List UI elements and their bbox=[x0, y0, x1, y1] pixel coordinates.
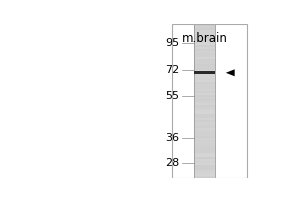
Text: 55: 55 bbox=[165, 91, 179, 101]
Bar bbox=[194, 128, 215, 130]
Bar bbox=[194, 74, 215, 76]
Bar bbox=[194, 45, 215, 47]
Bar bbox=[194, 157, 215, 159]
Bar bbox=[194, 134, 215, 136]
Bar bbox=[194, 151, 215, 153]
Bar bbox=[194, 72, 215, 74]
Bar bbox=[194, 126, 215, 128]
Bar bbox=[194, 147, 215, 149]
Text: 72: 72 bbox=[165, 65, 179, 75]
Text: 28: 28 bbox=[165, 158, 179, 168]
Bar bbox=[194, 168, 215, 170]
Bar bbox=[194, 149, 215, 151]
Text: m.brain: m.brain bbox=[182, 32, 228, 45]
Bar bbox=[194, 114, 215, 116]
Bar bbox=[194, 141, 215, 143]
Bar bbox=[194, 82, 215, 84]
Bar bbox=[194, 95, 215, 97]
Bar bbox=[194, 159, 215, 161]
Bar bbox=[194, 88, 215, 89]
Bar bbox=[194, 55, 215, 57]
Bar bbox=[194, 93, 215, 95]
Bar bbox=[194, 99, 215, 101]
Bar bbox=[194, 66, 215, 68]
Bar bbox=[194, 39, 215, 41]
Bar bbox=[194, 24, 215, 26]
Bar bbox=[194, 89, 215, 91]
Bar bbox=[194, 120, 215, 122]
Bar bbox=[194, 49, 215, 51]
Bar bbox=[194, 136, 215, 138]
Bar bbox=[194, 105, 215, 107]
Bar bbox=[172, 24, 247, 178]
Bar bbox=[194, 53, 215, 55]
Bar bbox=[194, 176, 215, 178]
Bar bbox=[194, 113, 215, 114]
Text: 36: 36 bbox=[165, 133, 179, 143]
Bar bbox=[194, 161, 215, 163]
Bar bbox=[194, 138, 215, 140]
Bar bbox=[194, 166, 215, 168]
Bar bbox=[194, 165, 215, 166]
Bar bbox=[194, 37, 215, 39]
Bar bbox=[194, 86, 215, 88]
Bar bbox=[194, 78, 215, 80]
Bar bbox=[194, 84, 215, 86]
Bar bbox=[194, 51, 215, 53]
Bar bbox=[194, 80, 215, 82]
Bar bbox=[194, 172, 215, 174]
Bar bbox=[194, 28, 215, 30]
Bar bbox=[194, 109, 215, 111]
Bar bbox=[194, 118, 215, 120]
Bar bbox=[194, 34, 215, 36]
Bar bbox=[194, 68, 215, 70]
Bar bbox=[194, 103, 215, 105]
Bar bbox=[194, 91, 215, 93]
Bar bbox=[194, 76, 215, 78]
Bar bbox=[194, 130, 215, 132]
Bar bbox=[194, 57, 215, 59]
Polygon shape bbox=[226, 69, 235, 76]
Bar bbox=[194, 132, 215, 134]
Bar bbox=[194, 153, 215, 155]
Bar bbox=[194, 70, 215, 72]
Text: 95: 95 bbox=[165, 38, 179, 48]
Bar bbox=[194, 145, 215, 147]
Bar bbox=[194, 111, 215, 113]
Bar bbox=[194, 41, 215, 43]
Bar bbox=[194, 64, 215, 66]
Bar bbox=[194, 174, 215, 176]
Bar bbox=[194, 97, 215, 99]
Bar bbox=[194, 36, 215, 37]
Bar bbox=[194, 30, 215, 32]
Bar bbox=[194, 140, 215, 141]
Bar bbox=[194, 61, 215, 62]
Bar bbox=[194, 170, 215, 172]
Bar bbox=[194, 43, 215, 45]
Bar bbox=[194, 59, 215, 61]
Bar bbox=[194, 101, 215, 103]
Bar bbox=[194, 163, 215, 165]
Bar bbox=[194, 107, 215, 109]
Bar bbox=[194, 124, 215, 126]
Bar bbox=[194, 143, 215, 145]
Bar bbox=[194, 47, 215, 49]
Bar bbox=[194, 155, 215, 157]
Bar bbox=[194, 122, 215, 124]
Bar bbox=[194, 26, 215, 28]
Bar bbox=[194, 116, 215, 118]
Bar bbox=[194, 32, 215, 34]
Bar bbox=[194, 63, 215, 64]
Bar bbox=[194, 71, 215, 74]
